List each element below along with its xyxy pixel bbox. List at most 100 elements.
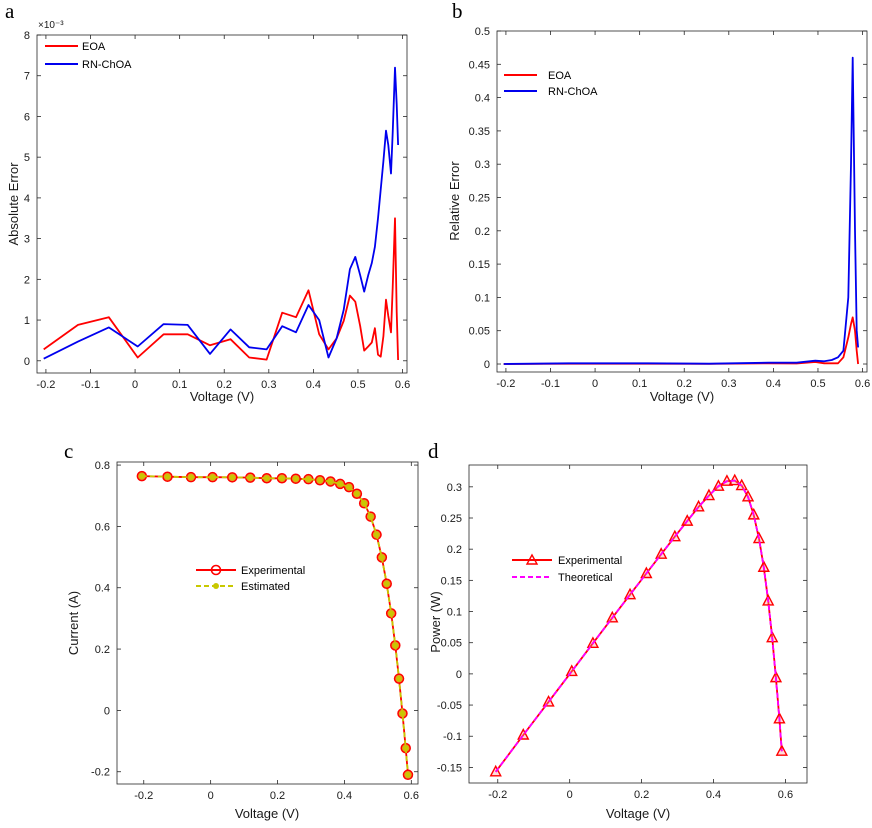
panel-d-y-tick-label: -0.1 <box>443 731 462 743</box>
panel-c-x-axis: -0.2 0 0.2 0.4 0.6 <box>134 462 419 802</box>
panel-b-y-axis: 0 0.05 0.1 0.15 0.2 0.25 0.3 0.35 0.4 0.45 0.5 <box>469 26 867 371</box>
panel-a-x-axis: -0.2 -0.1 0 0.1 0.2 0.3 0.4 0.5 0.6 <box>36 35 410 391</box>
panel-a: a ×10⁻³ -0.2 -0.1 0 0.1 0.2 0.3 0.4 0.5 0.6 0 1 2 3… <box>5 0 410 404</box>
panel-a-y-label: Absolute Error <box>6 162 21 246</box>
panel-b-y-tick-label: 0.15 <box>469 259 490 271</box>
panel-c-y-tick-label: 0.6 <box>95 521 110 533</box>
panel-a-y-tick-label: 1 <box>24 315 30 327</box>
panel-c-point-estimated <box>188 474 194 480</box>
panel-a-label: a <box>5 0 15 23</box>
panel-d-legend: Experimental Theoretical <box>512 553 622 584</box>
panel-d-legend-experimental: Experimental <box>558 555 622 567</box>
panel-a-legend: EOA RN-ChOA <box>45 41 132 71</box>
panel-a-x-tick-label: 0.3 <box>261 379 276 391</box>
panel-c-plot-area <box>116 461 419 785</box>
panel-d-x-label: Voltage (V) <box>606 806 670 821</box>
panel-d-y-tick-label: 0.05 <box>441 638 462 650</box>
panel-a-y-tick-label: 6 <box>24 111 30 123</box>
panel-c-point-estimated <box>388 610 394 616</box>
panel-a-x-tick-label: 0.6 <box>395 379 410 391</box>
panel-d-y-tick-label: 0 <box>456 669 462 681</box>
panel-b-legend-eoa: EOA <box>548 70 572 82</box>
panel-b-y-tick-label: 0 <box>484 359 490 371</box>
panel-a-x-tick-label: 0.1 <box>172 379 187 391</box>
panel-c-x-tick-label: 0 <box>208 790 214 802</box>
panel-d-series-group <box>489 473 788 777</box>
panel-c: c -0.2 0 0.2 0.4 0.6 -0.2 0 0.2 0.4 0.6 0.8 Volta… <box>64 439 419 821</box>
panel-c-point-estimated <box>405 772 411 778</box>
panel-b-y-tick-label: 0.1 <box>475 292 490 304</box>
panel-b-y-tick-label: 0.25 <box>469 193 490 205</box>
panel-a-x-tick-label: 0 <box>132 379 138 391</box>
panel-a-y-tick-label: 4 <box>24 193 30 205</box>
panel-a-legend-rn-choa: RN-ChOA <box>82 59 132 71</box>
panel-c-point-estimated <box>399 710 406 717</box>
panel-d-x-tick-label: 0.4 <box>706 789 721 801</box>
panel-a-y-tick-label: 5 <box>24 152 30 164</box>
panel-d-y-axis: -0.15 -0.1 -0.05 0 0.05 0.1 0.15 0.2 0.25 0.3 <box>437 482 807 774</box>
panel-b-x-tick-label: 0.4 <box>766 378 781 390</box>
panel-b-x-tick-label: 0 <box>592 378 598 390</box>
panel-b: b -0.2 -0.1 0 0.1 0.2 0.3 0.4 0.5 0.6 0 0.05 0.1 0.… <box>447 0 870 404</box>
panel-c-x-tick-label: 0.2 <box>270 790 285 802</box>
panel-d-legend-marker-experimental <box>525 553 539 565</box>
panel-a-y-tick-label: 8 <box>24 30 30 42</box>
panel-c-legend-marker-estimated <box>213 583 219 589</box>
panel-c-point-estimated <box>327 478 334 485</box>
panel-a-y-tick-label: 3 <box>24 234 30 246</box>
panel-b-y-tick-label: 0.35 <box>469 126 490 138</box>
panel-c-point-estimated <box>403 745 409 751</box>
panel-b-legend-rn-choa: RN-ChOA <box>548 86 598 98</box>
panel-c-y-tick-label: 0.4 <box>95 583 110 595</box>
panel-b-x-tick-label: 0.2 <box>677 378 692 390</box>
panel-d-point-experimental <box>517 727 530 740</box>
panel-c-legend-experimental: Experimental <box>241 565 305 577</box>
panel-c-point-estimated <box>229 474 235 480</box>
panel-c-legend-estimated: Estimated <box>241 581 290 593</box>
panel-d-x-tick-label: 0 <box>567 789 573 801</box>
panel-c-point-estimated <box>139 473 145 479</box>
panel-d-y-tick-label: 0.1 <box>447 607 462 619</box>
panel-c-x-tick-label: 0.4 <box>337 790 352 802</box>
panel-d-point-experimental <box>692 499 705 512</box>
panel-b-y-tick-label: 0.2 <box>475 226 490 238</box>
panel-a-x-tick-label: 0.2 <box>217 379 232 391</box>
panel-b-y-tick-label: 0.5 <box>475 26 490 38</box>
panel-c-point-estimated <box>264 475 270 481</box>
panel-c-y-tick-label: 0 <box>104 705 110 717</box>
panel-d-plot-area <box>468 464 808 784</box>
panel-b-series-group <box>503 56 859 365</box>
panel-d-y-tick-label: 0.2 <box>447 544 462 556</box>
panel-b-y-tick-label: 0.45 <box>469 59 490 71</box>
panel-c-point-estimated <box>209 474 216 480</box>
panel-a-y-tick-label: 0 <box>24 356 30 368</box>
panel-d-x-tick-label: 0.6 <box>778 789 793 801</box>
panel-b-x-tick-label: -0.2 <box>496 378 515 390</box>
panel-a-y-axis: 0 1 2 3 4 5 6 7 8 <box>24 30 407 368</box>
panel-c-point-estimated <box>305 476 312 482</box>
panel-c-series-group <box>136 470 414 781</box>
panel-a-y-tick-label: 7 <box>24 71 30 83</box>
panel-c-series-line-estimated <box>141 475 409 775</box>
panel-c-label: c <box>64 439 73 463</box>
panel-d-y-tick-label: 0.25 <box>441 513 462 525</box>
panel-d-x-tick-label: 0.2 <box>634 789 649 801</box>
panel-a-legend-eoa: EOA <box>82 41 106 53</box>
panel-c-point-estimated <box>279 475 285 481</box>
panel-d-y-tick-label: 0.15 <box>441 575 462 587</box>
panel-b-x-tick-label: 0.5 <box>810 378 825 390</box>
panel-c-x-label: Voltage (V) <box>235 806 299 821</box>
panel-c-y-label: Current (A) <box>66 591 81 655</box>
panel-d-x-tick-label: -0.2 <box>488 789 507 801</box>
panel-d-y-label: Power (W) <box>428 591 443 652</box>
panel-c-point-estimated <box>384 581 390 587</box>
panel-c-point-estimated <box>317 477 323 483</box>
panel-b-y-label: Relative Error <box>447 161 462 241</box>
panel-c-point-estimated <box>354 491 360 497</box>
panel-c-x-tick-label: 0.6 <box>404 790 419 802</box>
panel-b-x-tick-label: 0.1 <box>632 378 647 390</box>
panel-a-x-label: Voltage (V) <box>190 389 254 404</box>
panel-c-y-tick-label: -0.2 <box>91 767 110 779</box>
panel-c-point-estimated <box>379 554 385 560</box>
panel-d-point-experimental <box>565 664 578 677</box>
